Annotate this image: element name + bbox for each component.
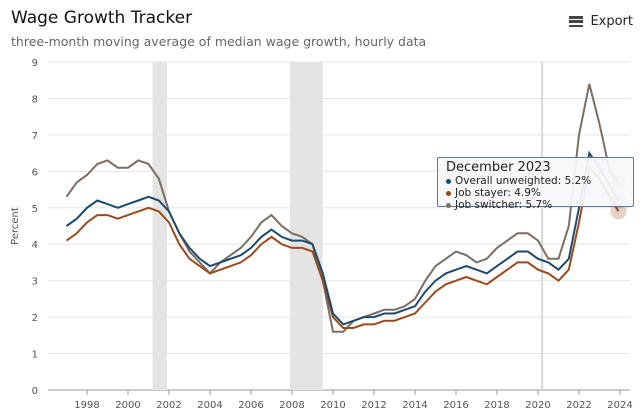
recession-shade xyxy=(289,62,323,390)
y-tick-label: 5 xyxy=(32,204,38,215)
y-tick-label: 0 xyxy=(32,386,38,397)
export-label: Export xyxy=(590,14,633,29)
chart-title: Wage Growth Tracker xyxy=(11,8,193,28)
hamburger-icon xyxy=(569,16,584,27)
series-line-overall-unweighted xyxy=(65,150,620,326)
hover-marker xyxy=(610,203,627,220)
y-tick-label: 6 xyxy=(32,167,38,178)
x-tick-label: 2000 xyxy=(115,400,140,411)
x-tick-label: 2016 xyxy=(443,400,468,411)
x-tick-label: 2022 xyxy=(566,400,591,411)
x-tick-label: 2024 xyxy=(607,400,632,411)
x-tick-label: 2010 xyxy=(320,400,345,411)
tooltip-title: December 2023 xyxy=(446,160,551,175)
chart-subtitle: three-month moving average of median wag… xyxy=(11,34,427,49)
x-tick-label: 2006 xyxy=(238,400,263,411)
y-tick-label: 4 xyxy=(32,240,38,251)
x-tick-label: 2008 xyxy=(279,400,304,411)
x-tick-label: 2002 xyxy=(156,400,181,411)
x-tick-label: 2018 xyxy=(484,400,509,411)
y-tick-label: 1 xyxy=(32,350,38,361)
x-tick-label: 2012 xyxy=(361,400,386,411)
tooltip-line-stayer: Job stayer: 4.9% xyxy=(446,187,625,199)
y-axis-label: Percent xyxy=(10,207,21,245)
y-tick-label: 7 xyxy=(32,131,38,142)
y-tick-label: 8 xyxy=(32,94,38,105)
tooltip: December 2023 Overall unweighted: 5.2% J… xyxy=(437,157,634,211)
y-tick-label: 2 xyxy=(32,313,38,324)
x-tick-label: 2020 xyxy=(525,400,550,411)
recession-shade xyxy=(152,62,167,390)
y-tick-label: 9 xyxy=(32,58,38,69)
series-line-job-stayer xyxy=(65,165,620,329)
x-tick-label: 2014 xyxy=(402,400,427,411)
export-button[interactable]: Export xyxy=(569,14,633,29)
tooltip-line-overall: Overall unweighted: 5.2% xyxy=(446,175,625,187)
y-tick-label: 3 xyxy=(32,277,38,288)
series-line-job-switcher xyxy=(65,83,620,333)
x-tick-label: 2004 xyxy=(197,400,222,411)
tooltip-line-switcher: Job switcher: 5.7% xyxy=(446,199,625,211)
x-tick-label: 1998 xyxy=(74,400,99,411)
